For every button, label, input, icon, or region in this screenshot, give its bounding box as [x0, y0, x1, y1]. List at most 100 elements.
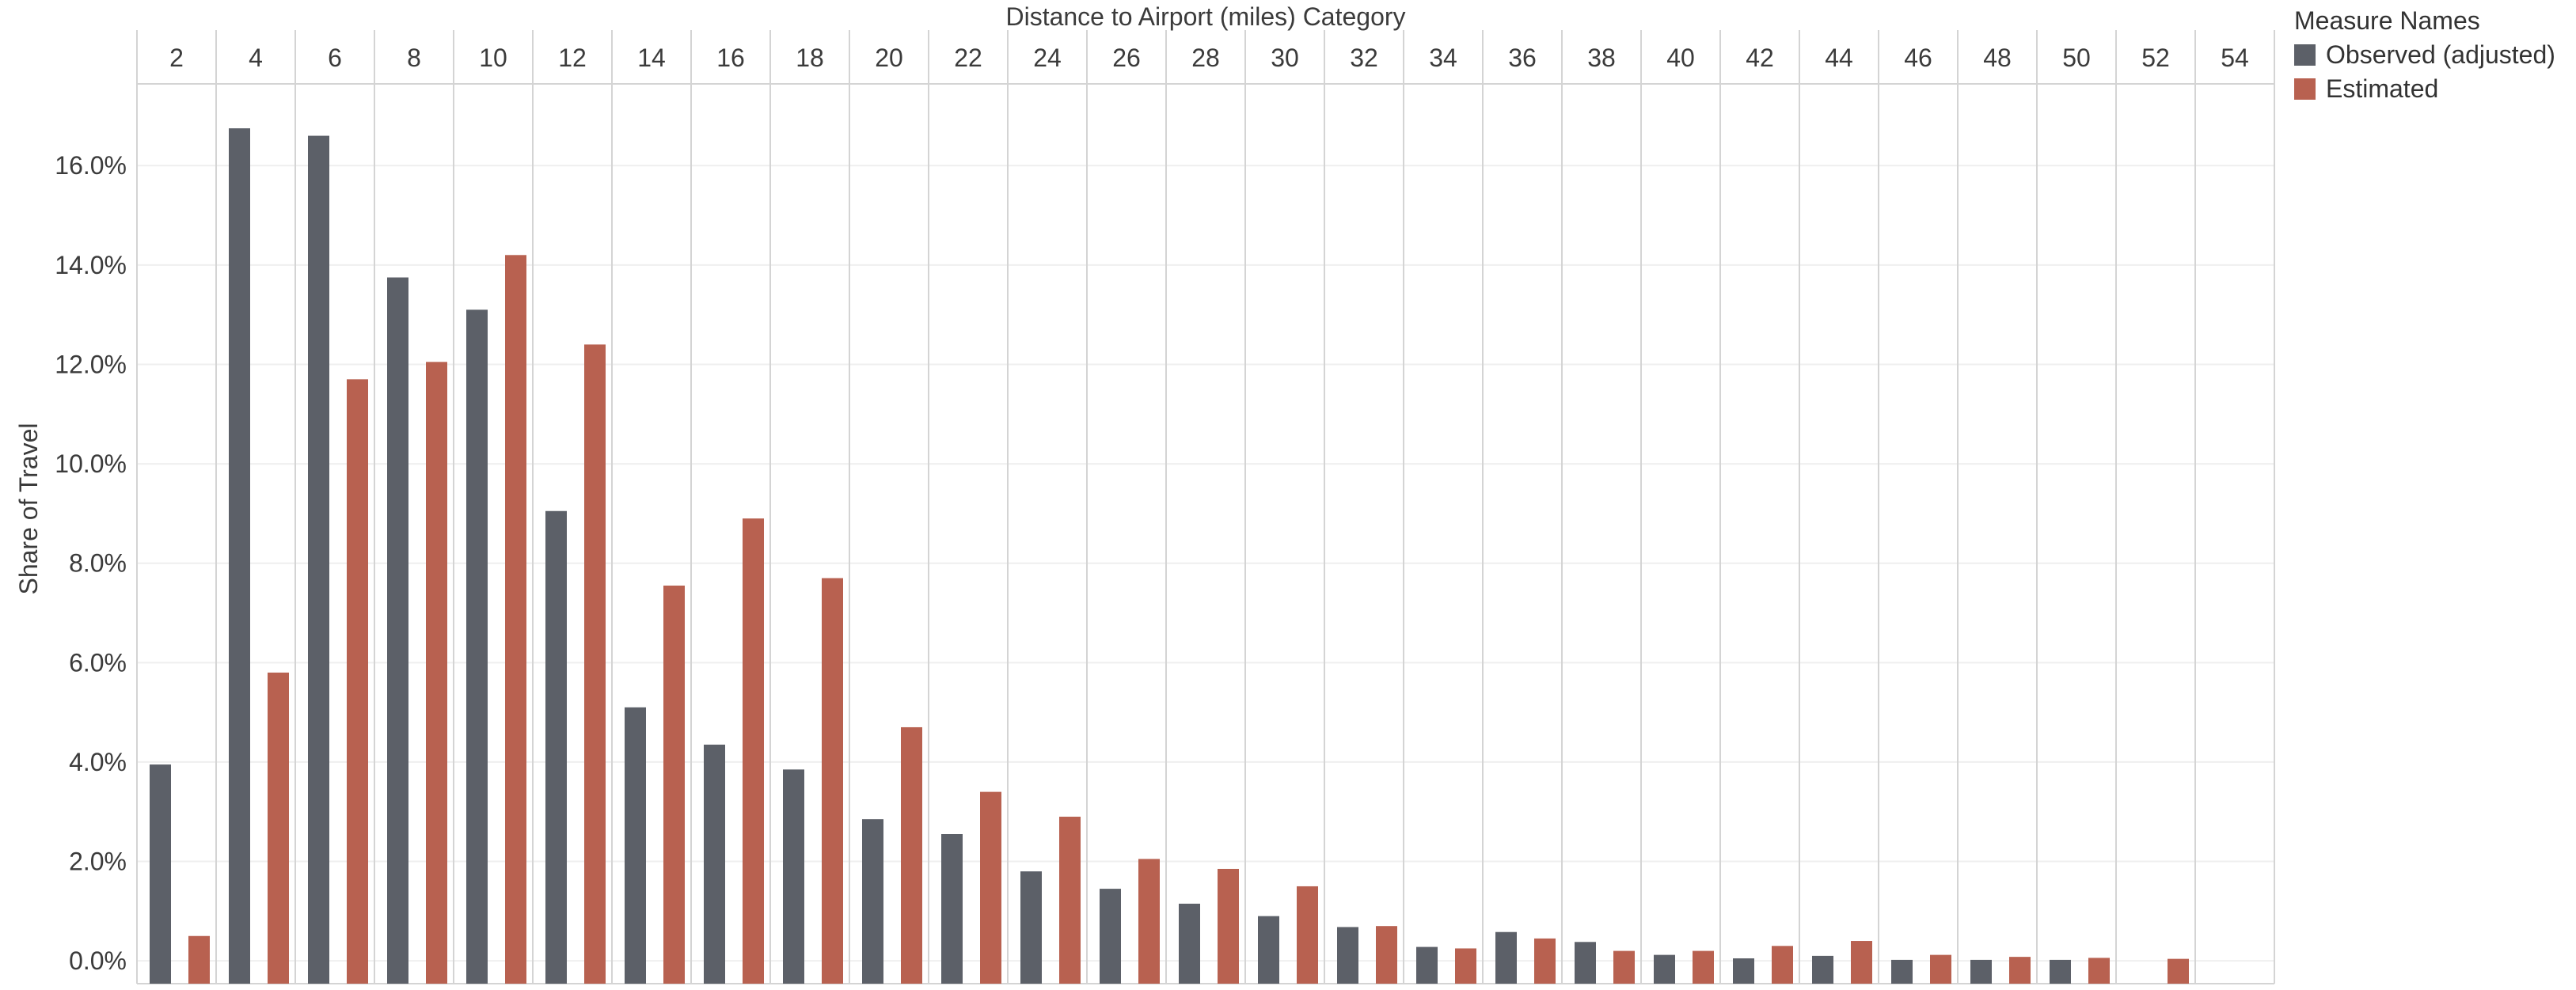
bar-estimated[interactable] [268, 672, 289, 984]
x-category-label: 36 [1508, 44, 1537, 72]
y-axis-label: Share of Travel [14, 423, 43, 595]
x-category-label: 4 [249, 44, 263, 72]
bar-observed[interactable] [941, 834, 963, 984]
bar-estimated[interactable] [1851, 941, 1872, 984]
bar-estimated[interactable] [1455, 948, 1476, 984]
y-axis-ticks: 0.0% 2.0% 4.0% 6.0% 8.0% 10.0% 12.0% 14.0% 16.0% [55, 151, 127, 975]
x-category-label: 20 [875, 44, 903, 72]
legend-label-estimated: Estimated [2326, 74, 2439, 103]
bar-observed[interactable] [1100, 889, 1121, 984]
x-category-label: 46 [1904, 44, 1932, 72]
bar-estimated[interactable] [1930, 954, 1951, 984]
bar-observed[interactable] [150, 764, 171, 984]
x-category-label: 14 [637, 44, 666, 72]
bar-observed[interactable] [783, 769, 804, 984]
bar-observed[interactable] [704, 744, 725, 984]
bar-estimated[interactable] [584, 344, 606, 984]
bar-estimated[interactable] [1376, 926, 1397, 984]
bar-observed[interactable] [466, 309, 488, 984]
x-category-label: 42 [1746, 44, 1774, 72]
bar-estimated[interactable] [2168, 958, 2189, 984]
legend-label-observed: Observed (adjusted) [2326, 40, 2555, 69]
bar-estimated[interactable] [1138, 859, 1160, 984]
category-header: 2 4 6 8 10 12 14 16 18 20 22 24 26 28 30 32 34 36 38 40 42 44… [137, 44, 2274, 85]
bar-estimated[interactable] [1297, 886, 1318, 984]
bar-observed[interactable] [1495, 931, 1517, 984]
y-tick-label: 4.0% [69, 748, 127, 776]
x-category-label: 30 [1271, 44, 1299, 72]
bar-observed[interactable] [1891, 959, 1913, 984]
bar-observed[interactable] [1970, 959, 1992, 984]
x-category-label: 48 [1983, 44, 2012, 72]
bar-estimated[interactable] [505, 255, 526, 984]
y-tick-label: 6.0% [69, 648, 127, 677]
y-tick-label: 12.0% [55, 350, 127, 378]
bar-estimated[interactable] [1693, 950, 1714, 984]
bar-observed[interactable] [229, 128, 250, 984]
bar-estimated[interactable] [901, 726, 922, 984]
bar-estimated[interactable] [1534, 938, 1556, 984]
y-tick-label: 8.0% [69, 549, 127, 578]
bar-estimated[interactable] [980, 791, 1001, 984]
bar-observed[interactable] [1020, 871, 1042, 984]
bar-observed[interactable] [1179, 903, 1200, 984]
gridlines [137, 165, 2274, 984]
bar-observed[interactable] [308, 135, 329, 984]
bar-estimated[interactable] [426, 362, 447, 984]
bar-observed[interactable] [1416, 946, 1438, 984]
y-tick-label: 2.0% [69, 848, 127, 876]
legend-title: Measure Names [2294, 6, 2480, 35]
bar-observed[interactable] [1575, 942, 1596, 984]
bars [150, 128, 2189, 984]
y-tick-label: 0.0% [69, 946, 127, 975]
x-category-label: 44 [1825, 44, 1853, 72]
x-category-label: 12 [558, 44, 587, 72]
x-category-label: 54 [2221, 44, 2249, 72]
bar-estimated[interactable] [822, 578, 843, 984]
x-category-label: 26 [1112, 44, 1141, 72]
bar-observed[interactable] [625, 707, 646, 984]
bar-estimated[interactable] [2088, 958, 2110, 984]
bar-estimated[interactable] [743, 518, 764, 984]
x-category-label: 50 [2062, 44, 2091, 72]
bar-estimated[interactable] [663, 585, 685, 984]
bar-observed[interactable] [2050, 959, 2071, 984]
bar-observed[interactable] [1654, 954, 1675, 984]
x-category-label: 52 [2141, 44, 2170, 72]
x-category-label: 40 [1666, 44, 1695, 72]
bar-estimated[interactable] [1218, 868, 1239, 984]
x-category-label: 28 [1191, 44, 1220, 72]
bar-observed[interactable] [1337, 927, 1358, 984]
category-dividers [136, 30, 2275, 984]
x-category-label: 2 [169, 44, 184, 72]
y-tick-label: 16.0% [55, 151, 127, 180]
x-category-label: 6 [328, 44, 342, 72]
x-category-label: 32 [1350, 44, 1378, 72]
bar-estimated[interactable] [1613, 950, 1635, 984]
bar-estimated[interactable] [347, 379, 368, 984]
bar-estimated[interactable] [188, 935, 210, 984]
legend-item-observed[interactable]: Observed (adjusted) [2294, 38, 2571, 72]
bar-observed[interactable] [1258, 916, 1279, 984]
x-category-label: 34 [1429, 44, 1457, 72]
y-tick-label: 10.0% [55, 449, 127, 478]
bar-estimated[interactable] [1059, 817, 1081, 984]
chart-title: Distance to Airport (miles) Category [1005, 2, 1405, 31]
bar-observed[interactable] [545, 510, 567, 984]
legend: Measure Names Observed (adjusted) Estima… [2294, 3, 2571, 106]
y-tick-label: 14.0% [55, 251, 127, 279]
bar-observed[interactable] [1733, 958, 1754, 984]
legend-swatch-observed [2294, 44, 2316, 66]
bar-observed[interactable] [1812, 955, 1833, 984]
bar-observed[interactable] [862, 819, 883, 984]
x-category-label: 22 [954, 44, 982, 72]
x-category-label: 18 [796, 44, 824, 72]
bar-observed[interactable] [387, 277, 408, 984]
legend-swatch-estimated [2294, 78, 2316, 100]
bar-estimated[interactable] [1772, 946, 1793, 984]
x-category-label: 16 [716, 44, 745, 72]
legend-item-estimated[interactable]: Estimated [2294, 72, 2571, 106]
bar-estimated[interactable] [2009, 957, 2031, 984]
